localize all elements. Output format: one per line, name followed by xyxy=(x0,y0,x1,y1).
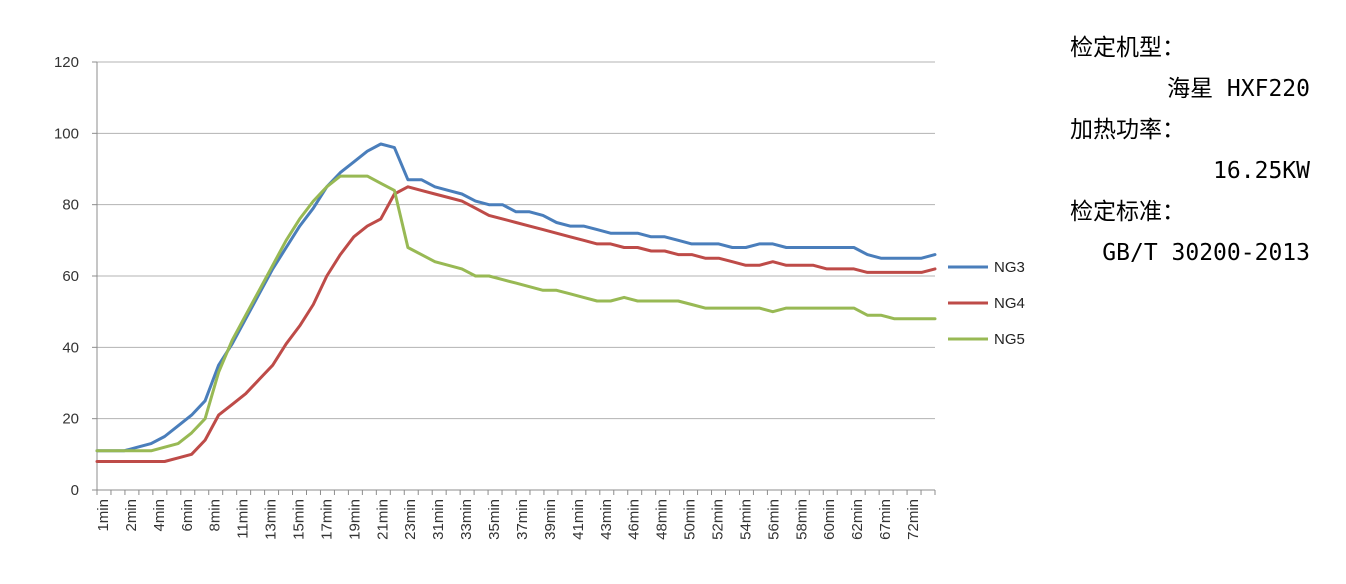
info-panel: 检定机型： 海星 HXF220 加热功率： 16.25KW 检定标准： GB/T… xyxy=(1070,28,1310,274)
y-tick-label: 40 xyxy=(62,339,79,356)
y-axis-tick-labels: 0 20 40 60 80 100 120 xyxy=(54,54,79,499)
x-tick-label: 6min xyxy=(179,499,196,532)
series-line-ng4 xyxy=(95,185,937,463)
series-line-ng3 xyxy=(95,142,937,453)
legend-label-ng3: NG3 xyxy=(994,259,1025,276)
x-tick-label: 35min xyxy=(486,499,503,540)
power-value: 16.25KW xyxy=(1213,158,1310,184)
x-tick-label: 13min xyxy=(263,499,280,540)
x-tick-label: 46min xyxy=(626,499,643,540)
x-tick-label: 50min xyxy=(682,499,699,540)
model-value: 海星 HXF220 xyxy=(1167,76,1310,102)
x-tick-label: 19min xyxy=(346,499,363,540)
x-tick-label: 48min xyxy=(654,499,671,540)
series-lines xyxy=(95,142,937,463)
gridlines xyxy=(97,61,935,420)
axes xyxy=(92,61,936,495)
x-tick-label: 60min xyxy=(821,499,838,540)
x-tick-label: 62min xyxy=(849,499,866,540)
x-tick-label: 43min xyxy=(598,499,615,540)
y-tick-label: 60 xyxy=(62,268,79,285)
x-tick-label: 23min xyxy=(402,499,419,540)
x-tick-label: 52min xyxy=(709,499,726,540)
y-tick-label: 0 xyxy=(71,482,79,499)
legend-label-ng4: NG4 xyxy=(994,295,1025,312)
y-tick-label: 20 xyxy=(62,411,79,428)
x-tick-label: 72min xyxy=(905,499,922,540)
legend: NG3 NG4 NG5 xyxy=(948,259,1025,348)
standard-value: GB/T 30200-2013 xyxy=(1102,240,1310,266)
x-tick-label: 54min xyxy=(737,499,754,540)
x-tick-label: 41min xyxy=(570,499,587,540)
x-tick-label: 15min xyxy=(290,499,307,540)
power-label: 加热功率： xyxy=(1070,117,1185,143)
model-label: 检定机型： xyxy=(1070,35,1185,61)
y-tick-label: 100 xyxy=(54,125,79,142)
x-tick-label: 37min xyxy=(514,499,531,540)
x-tick-label: 56min xyxy=(765,499,782,540)
x-tick-label: 8min xyxy=(207,499,224,532)
x-tick-label: 58min xyxy=(793,499,810,540)
x-tick-label: 11min xyxy=(235,499,252,539)
x-tick-label: 39min xyxy=(542,499,559,540)
x-tick-label: 2min xyxy=(123,499,140,532)
y-tick-label: 120 xyxy=(54,54,79,71)
x-tick-label: 1min xyxy=(95,499,112,532)
series-line-ng5 xyxy=(95,174,937,453)
x-tick-label: 21min xyxy=(374,499,391,540)
standard-label: 检定标准： xyxy=(1070,199,1185,225)
legend-label-ng5: NG5 xyxy=(994,331,1025,348)
x-axis-tick-labels: 1min 2min 4min 6min 8min 11min 13min 15min 17min… xyxy=(95,499,922,540)
x-tick-label: 31min xyxy=(430,499,447,540)
x-tick-label: 33min xyxy=(458,499,475,540)
x-tick-label: 67min xyxy=(877,499,894,540)
x-tick-label: 4min xyxy=(151,499,168,532)
y-tick-label: 80 xyxy=(62,197,79,214)
x-tick-label: 17min xyxy=(318,499,335,540)
